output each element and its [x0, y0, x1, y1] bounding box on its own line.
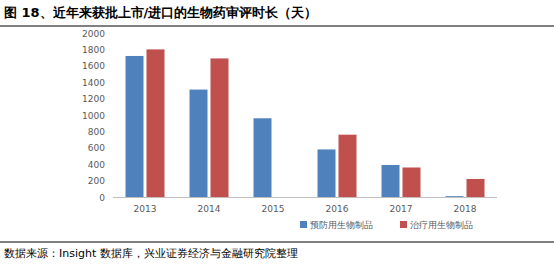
legend-label: 治疗用生物制品	[410, 220, 473, 230]
x-tick-label: 2017	[390, 204, 413, 214]
y-tick-label: 200	[88, 176, 105, 186]
bar	[467, 179, 485, 197]
legend-swatch	[400, 221, 407, 228]
chart-container: 图 18、近年来获批上市/进口的生物药审评时长（天） 0 200 400 600 800 1…	[0, 0, 554, 265]
x-tick-label: 2016	[326, 204, 349, 214]
y-tick-label: 400	[88, 160, 105, 170]
source-rule	[0, 242, 554, 243]
bar	[147, 49, 165, 197]
title: 图 18、近年来获批上市/进口的生物药审评时长（天）	[4, 5, 317, 20]
y-tick-label: 600	[88, 143, 105, 153]
y-tick-label: 1800	[82, 45, 105, 55]
source: 数据来源：Insight 数据库，兴业证券经济与金融研究院整理	[4, 247, 298, 260]
y-tick-label: 1600	[82, 61, 105, 71]
bar	[254, 118, 272, 197]
y-tick-label: 800	[88, 127, 105, 137]
y-tick-label: 2000	[82, 29, 105, 39]
y-tick-label: 1400	[82, 78, 105, 88]
bar	[446, 196, 464, 197]
x-tick-label: 2018	[454, 204, 477, 214]
y-tick-label: 1200	[82, 94, 105, 104]
bar	[318, 149, 336, 197]
legend-label: 预防用生物制品	[310, 220, 373, 230]
bar	[190, 90, 208, 197]
x-tick-label: 2013	[134, 204, 157, 214]
bars	[126, 49, 485, 197]
x-axis	[113, 197, 497, 198]
bar	[126, 56, 144, 197]
y-tick-label: 1000	[82, 111, 105, 121]
y-tick-label: 0	[99, 193, 105, 203]
bar	[339, 135, 357, 197]
title-rule	[0, 26, 554, 27]
bar	[211, 58, 229, 197]
x-tick-label: 2015	[262, 204, 285, 214]
bar	[382, 165, 400, 197]
legend-swatch	[300, 221, 307, 228]
chart: 图 18、近年来获批上市/进口的生物药审评时长（天） 0 200 400 600 800 1…	[0, 0, 554, 265]
bar	[403, 167, 421, 197]
x-tick-label: 2014	[198, 204, 221, 214]
